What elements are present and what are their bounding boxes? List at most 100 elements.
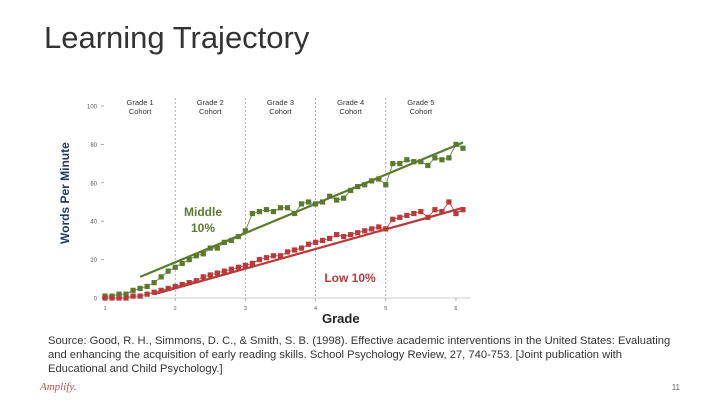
cohort-label: Cohort (269, 107, 292, 116)
data-point (186, 280, 192, 286)
data-point (242, 228, 248, 234)
data-point (390, 161, 396, 167)
data-point (256, 257, 263, 263)
data-point (249, 260, 256, 267)
data-point (425, 214, 431, 220)
cohort-label: Grade 3 (267, 98, 294, 107)
data-point (362, 228, 368, 234)
series-line (105, 201, 464, 299)
data-point (355, 230, 361, 236)
data-point (235, 264, 241, 270)
data-point (256, 209, 263, 215)
data-point (270, 253, 277, 259)
data-point (235, 233, 241, 240)
data-point (228, 237, 234, 243)
data-point (214, 245, 220, 251)
y-tick-label: 0 (94, 297, 98, 303)
data-point (284, 249, 291, 255)
data-point (130, 287, 136, 293)
data-point (312, 239, 319, 245)
y-tick-label: 40 (90, 220, 97, 226)
data-point (334, 232, 340, 238)
data-point (144, 283, 150, 290)
y-tick-label: 100 (87, 105, 98, 111)
data-point (327, 235, 333, 242)
data-point (341, 195, 347, 201)
data-point (277, 253, 284, 259)
data-point (179, 281, 185, 288)
data-point (116, 295, 122, 301)
series-label: Middle (184, 205, 222, 219)
data-point (179, 260, 185, 267)
data-point (172, 283, 178, 290)
data-point (376, 224, 382, 230)
data-point (327, 193, 333, 199)
x-tick-label: 1 (103, 306, 106, 312)
data-point (334, 197, 340, 203)
data-point (432, 155, 438, 161)
data-point (369, 226, 375, 232)
y-tick-label: 20 (90, 258, 97, 264)
series-label: Low 10% (324, 271, 376, 285)
data-point (460, 207, 466, 213)
data-point (298, 245, 305, 251)
data-point (186, 257, 192, 263)
data-point (362, 182, 368, 188)
data-point (397, 161, 403, 167)
cohort-label: Cohort (339, 107, 362, 116)
data-point (263, 207, 270, 213)
data-point (207, 272, 213, 278)
source-citation: Source: Good, R. H., Simmons, D. C., & S… (48, 335, 671, 375)
data-point (207, 245, 213, 251)
x-tick-label: 5 (384, 306, 387, 312)
cohort-label: Grade 5 (407, 98, 434, 107)
data-point (291, 247, 298, 253)
slide-title: Learning Trajectory (44, 20, 310, 55)
data-point (425, 162, 431, 169)
x-tick-label: 6 (454, 306, 457, 312)
data-point (404, 212, 410, 219)
data-point (165, 285, 171, 291)
page-number: 11 (671, 383, 680, 392)
data-point (200, 251, 206, 257)
cohort-label: Cohort (129, 107, 152, 116)
data-point (319, 199, 326, 205)
data-point (291, 210, 298, 217)
x-axis-label: Grade (322, 311, 360, 326)
data-point (446, 199, 452, 205)
x-tick-label: 3 (244, 306, 247, 312)
data-point (418, 209, 424, 215)
x-tick-label: 2 (174, 306, 177, 312)
data-point (228, 266, 234, 272)
cohort-label: Grade 1 (127, 98, 154, 107)
cohort-label: Grade 2 (197, 98, 224, 107)
data-point (144, 291, 150, 297)
data-point (383, 182, 389, 188)
data-point (109, 295, 115, 301)
data-point (411, 159, 417, 165)
data-point (158, 274, 164, 280)
data-point (397, 214, 403, 220)
data-point (312, 201, 319, 207)
data-point (390, 216, 396, 222)
data-point (376, 176, 382, 182)
trend-line (153, 206, 464, 296)
data-point (137, 285, 143, 291)
data-point (151, 280, 157, 286)
data-point (341, 233, 347, 240)
data-point (355, 184, 361, 190)
data-point (383, 226, 389, 232)
data-point (263, 255, 270, 261)
data-point (404, 157, 410, 163)
data-point (439, 209, 445, 215)
y-tick-label: 60 (90, 181, 97, 187)
data-point (172, 264, 178, 270)
data-point (270, 209, 277, 215)
data-point (165, 268, 171, 274)
data-point (439, 157, 445, 163)
data-point (453, 210, 459, 217)
data-point (200, 274, 206, 280)
data-point (123, 291, 129, 297)
data-point (249, 210, 256, 217)
